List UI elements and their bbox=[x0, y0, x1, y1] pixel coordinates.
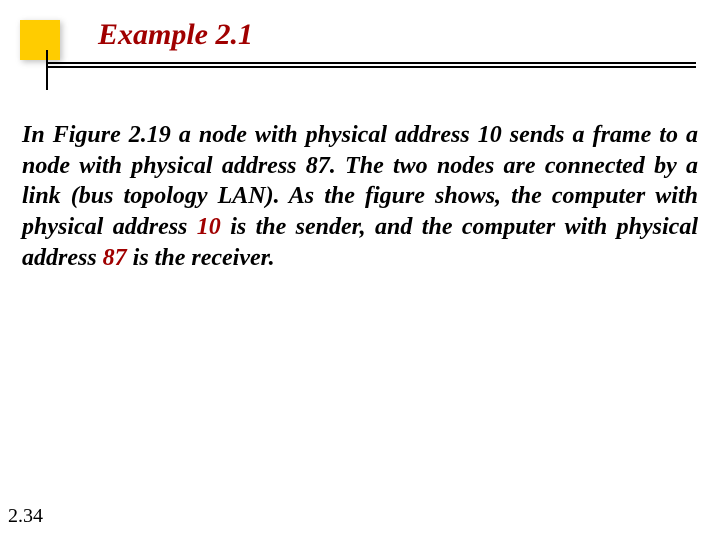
divider-line-top bbox=[46, 62, 696, 64]
slide-title: Example 2.1 bbox=[98, 18, 253, 52]
divider-line-vertical bbox=[46, 50, 48, 90]
slide-number: 2.34 bbox=[8, 505, 43, 528]
highlight-address-2: 87 bbox=[103, 245, 127, 271]
highlight-address-1: 10 bbox=[197, 214, 221, 240]
divider-line-bottom bbox=[46, 66, 696, 68]
slide: Example 2.1 In Figure 2.19 a node with p… bbox=[0, 0, 720, 540]
title-bullet bbox=[20, 20, 68, 68]
bullet-square bbox=[20, 20, 60, 60]
body-paragraph: In Figure 2.19 a node with physical addr… bbox=[22, 120, 698, 274]
body-part3: is the receiver. bbox=[127, 245, 275, 271]
